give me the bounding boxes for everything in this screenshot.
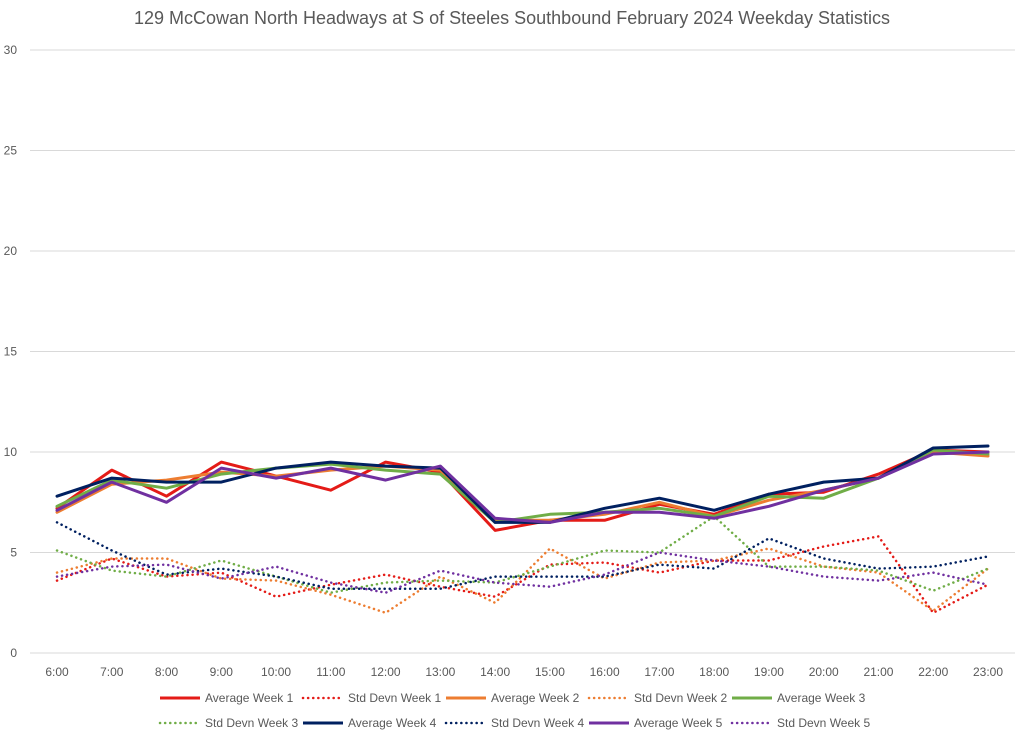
legend-label: Std Devn Week 1 <box>348 691 441 705</box>
series-line-std-devn-week-3 <box>55 515 990 594</box>
legend: Average Week 1 Std Devn Week 1 Average Wee… <box>158 691 870 730</box>
legend-item: Average Week 1 <box>160 691 294 705</box>
x-tick-label: 21:00 <box>863 665 893 679</box>
x-tick-label: 14:00 <box>480 665 510 679</box>
x-tick-label: 10:00 <box>261 665 291 679</box>
y-tick-label: 30 <box>4 43 18 57</box>
legend-item: Std Devn Week 3 <box>158 716 298 730</box>
chart-title: 129 McCowan North Headways at S of Steel… <box>133 8 891 28</box>
x-tick-label: 20:00 <box>809 665 839 679</box>
legend-item: Average Week 2 <box>446 691 580 705</box>
legend-label: Std Devn Week 3 <box>205 716 298 730</box>
legend-item: Average Week 4 <box>303 716 437 730</box>
y-tick-label: 15 <box>4 345 18 359</box>
x-tick-label: 15:00 <box>535 665 565 679</box>
y-tick-label: 10 <box>4 445 18 459</box>
y-axis-tick-labels: 0 5 10 15 20 25 30 <box>4 43 18 660</box>
legend-item: Average Week 3 <box>732 691 866 705</box>
x-tick-label: 22:00 <box>918 665 948 679</box>
legend-item: Std Devn Week 4 <box>444 716 584 730</box>
series-lines <box>55 444 990 615</box>
x-axis-tick-labels: 6:00 7:00 8:00 9:00 10:00 11:00 12:00 13:00 14:0… <box>45 665 1003 679</box>
series-line-std-devn-week-5 <box>55 551 990 594</box>
legend-label: Std Devn Week 4 <box>491 716 584 730</box>
x-tick-label: 11:00 <box>316 665 345 679</box>
legend-item: Std Devn Week 1 <box>301 691 441 705</box>
legend-item: Std Devn Week 2 <box>587 691 727 705</box>
x-tick-label: 8:00 <box>155 665 179 679</box>
y-tick-label: 0 <box>10 646 17 660</box>
y-tick-label: 20 <box>4 244 18 258</box>
x-tick-label: 19:00 <box>754 665 784 679</box>
series-line-average-week-5 <box>55 450 990 524</box>
legend-label: Std Devn Week 5 <box>777 716 870 730</box>
legend-item: Std Devn Week 5 <box>730 716 870 730</box>
y-tick-label: 5 <box>10 546 17 560</box>
x-tick-label: 6:00 <box>45 665 69 679</box>
series-line-std-devn-week-4 <box>55 521 990 590</box>
x-tick-label: 18:00 <box>699 665 729 679</box>
legend-label: Average Week 3 <box>777 691 866 705</box>
series-line-average-week-4 <box>55 444 990 524</box>
legend-label: Average Week 1 <box>205 691 294 705</box>
x-tick-label: 23:00 <box>973 665 1003 679</box>
legend-label: Average Week 5 <box>634 716 723 730</box>
x-tick-label: 17:00 <box>644 665 674 679</box>
y-tick-label: 25 <box>4 144 18 158</box>
gridlines <box>30 49 1015 654</box>
x-tick-label: 7:00 <box>100 665 124 679</box>
legend-label: Average Week 4 <box>348 716 437 730</box>
legend-label: Average Week 2 <box>491 691 580 705</box>
x-tick-label: 16:00 <box>590 665 620 679</box>
series-line-std-devn-week-1 <box>55 535 990 615</box>
series-line-std-devn-week-2 <box>55 547 990 615</box>
series-line-average-week-3 <box>55 448 990 524</box>
legend-label: Std Devn Week 2 <box>634 691 727 705</box>
x-tick-label: 13:00 <box>425 665 455 679</box>
x-tick-label: 9:00 <box>210 665 234 679</box>
legend-item: Average Week 5 <box>589 716 723 730</box>
x-tick-label: 12:00 <box>371 665 401 679</box>
